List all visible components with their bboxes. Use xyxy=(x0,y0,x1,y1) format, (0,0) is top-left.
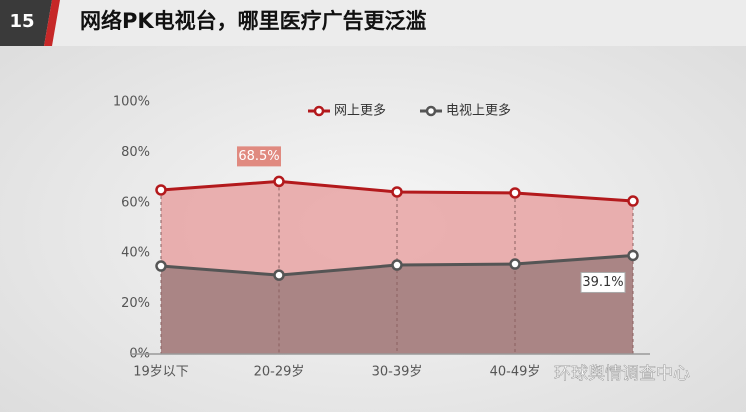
x-tick-label: 19岁以下 xyxy=(133,365,189,380)
header-bar xyxy=(0,0,746,46)
marker xyxy=(509,258,521,270)
x-tick-label: 30-39岁 xyxy=(372,365,423,380)
marker xyxy=(273,269,285,281)
y-tick-label: 100% xyxy=(113,95,150,110)
y-tick-label: 80% xyxy=(121,145,150,160)
title: 网络PK电视台，哪里医疗广告更泛滥 xyxy=(80,9,427,33)
marker xyxy=(155,260,167,272)
marker xyxy=(273,175,285,188)
legend-marker xyxy=(425,105,437,117)
value-label: 39.1% xyxy=(582,275,623,290)
value-label: 68.5% xyxy=(238,149,279,164)
x-tick-label: 40-49岁 xyxy=(490,365,541,380)
marker xyxy=(391,259,403,271)
page-number: 15 xyxy=(9,11,34,32)
marker xyxy=(509,187,521,199)
value-label-box xyxy=(237,146,281,167)
legend-label: 电视上更多 xyxy=(446,103,511,119)
number-box xyxy=(0,0,52,46)
marker xyxy=(627,249,639,262)
legend-label: 网上更多 xyxy=(334,103,386,119)
x-tick-label: 20-29岁 xyxy=(254,365,305,380)
legend-marker xyxy=(313,105,325,117)
y-tick-label: 60% xyxy=(121,195,150,210)
watermark: 环球舆情调查中心 xyxy=(554,364,690,384)
number-accent xyxy=(44,0,60,46)
marker xyxy=(155,184,167,196)
y-tick-label: 20% xyxy=(121,296,150,311)
value-label-box xyxy=(580,271,626,293)
marker xyxy=(391,186,403,198)
y-tick-label: 40% xyxy=(121,246,150,261)
marker xyxy=(627,195,639,207)
